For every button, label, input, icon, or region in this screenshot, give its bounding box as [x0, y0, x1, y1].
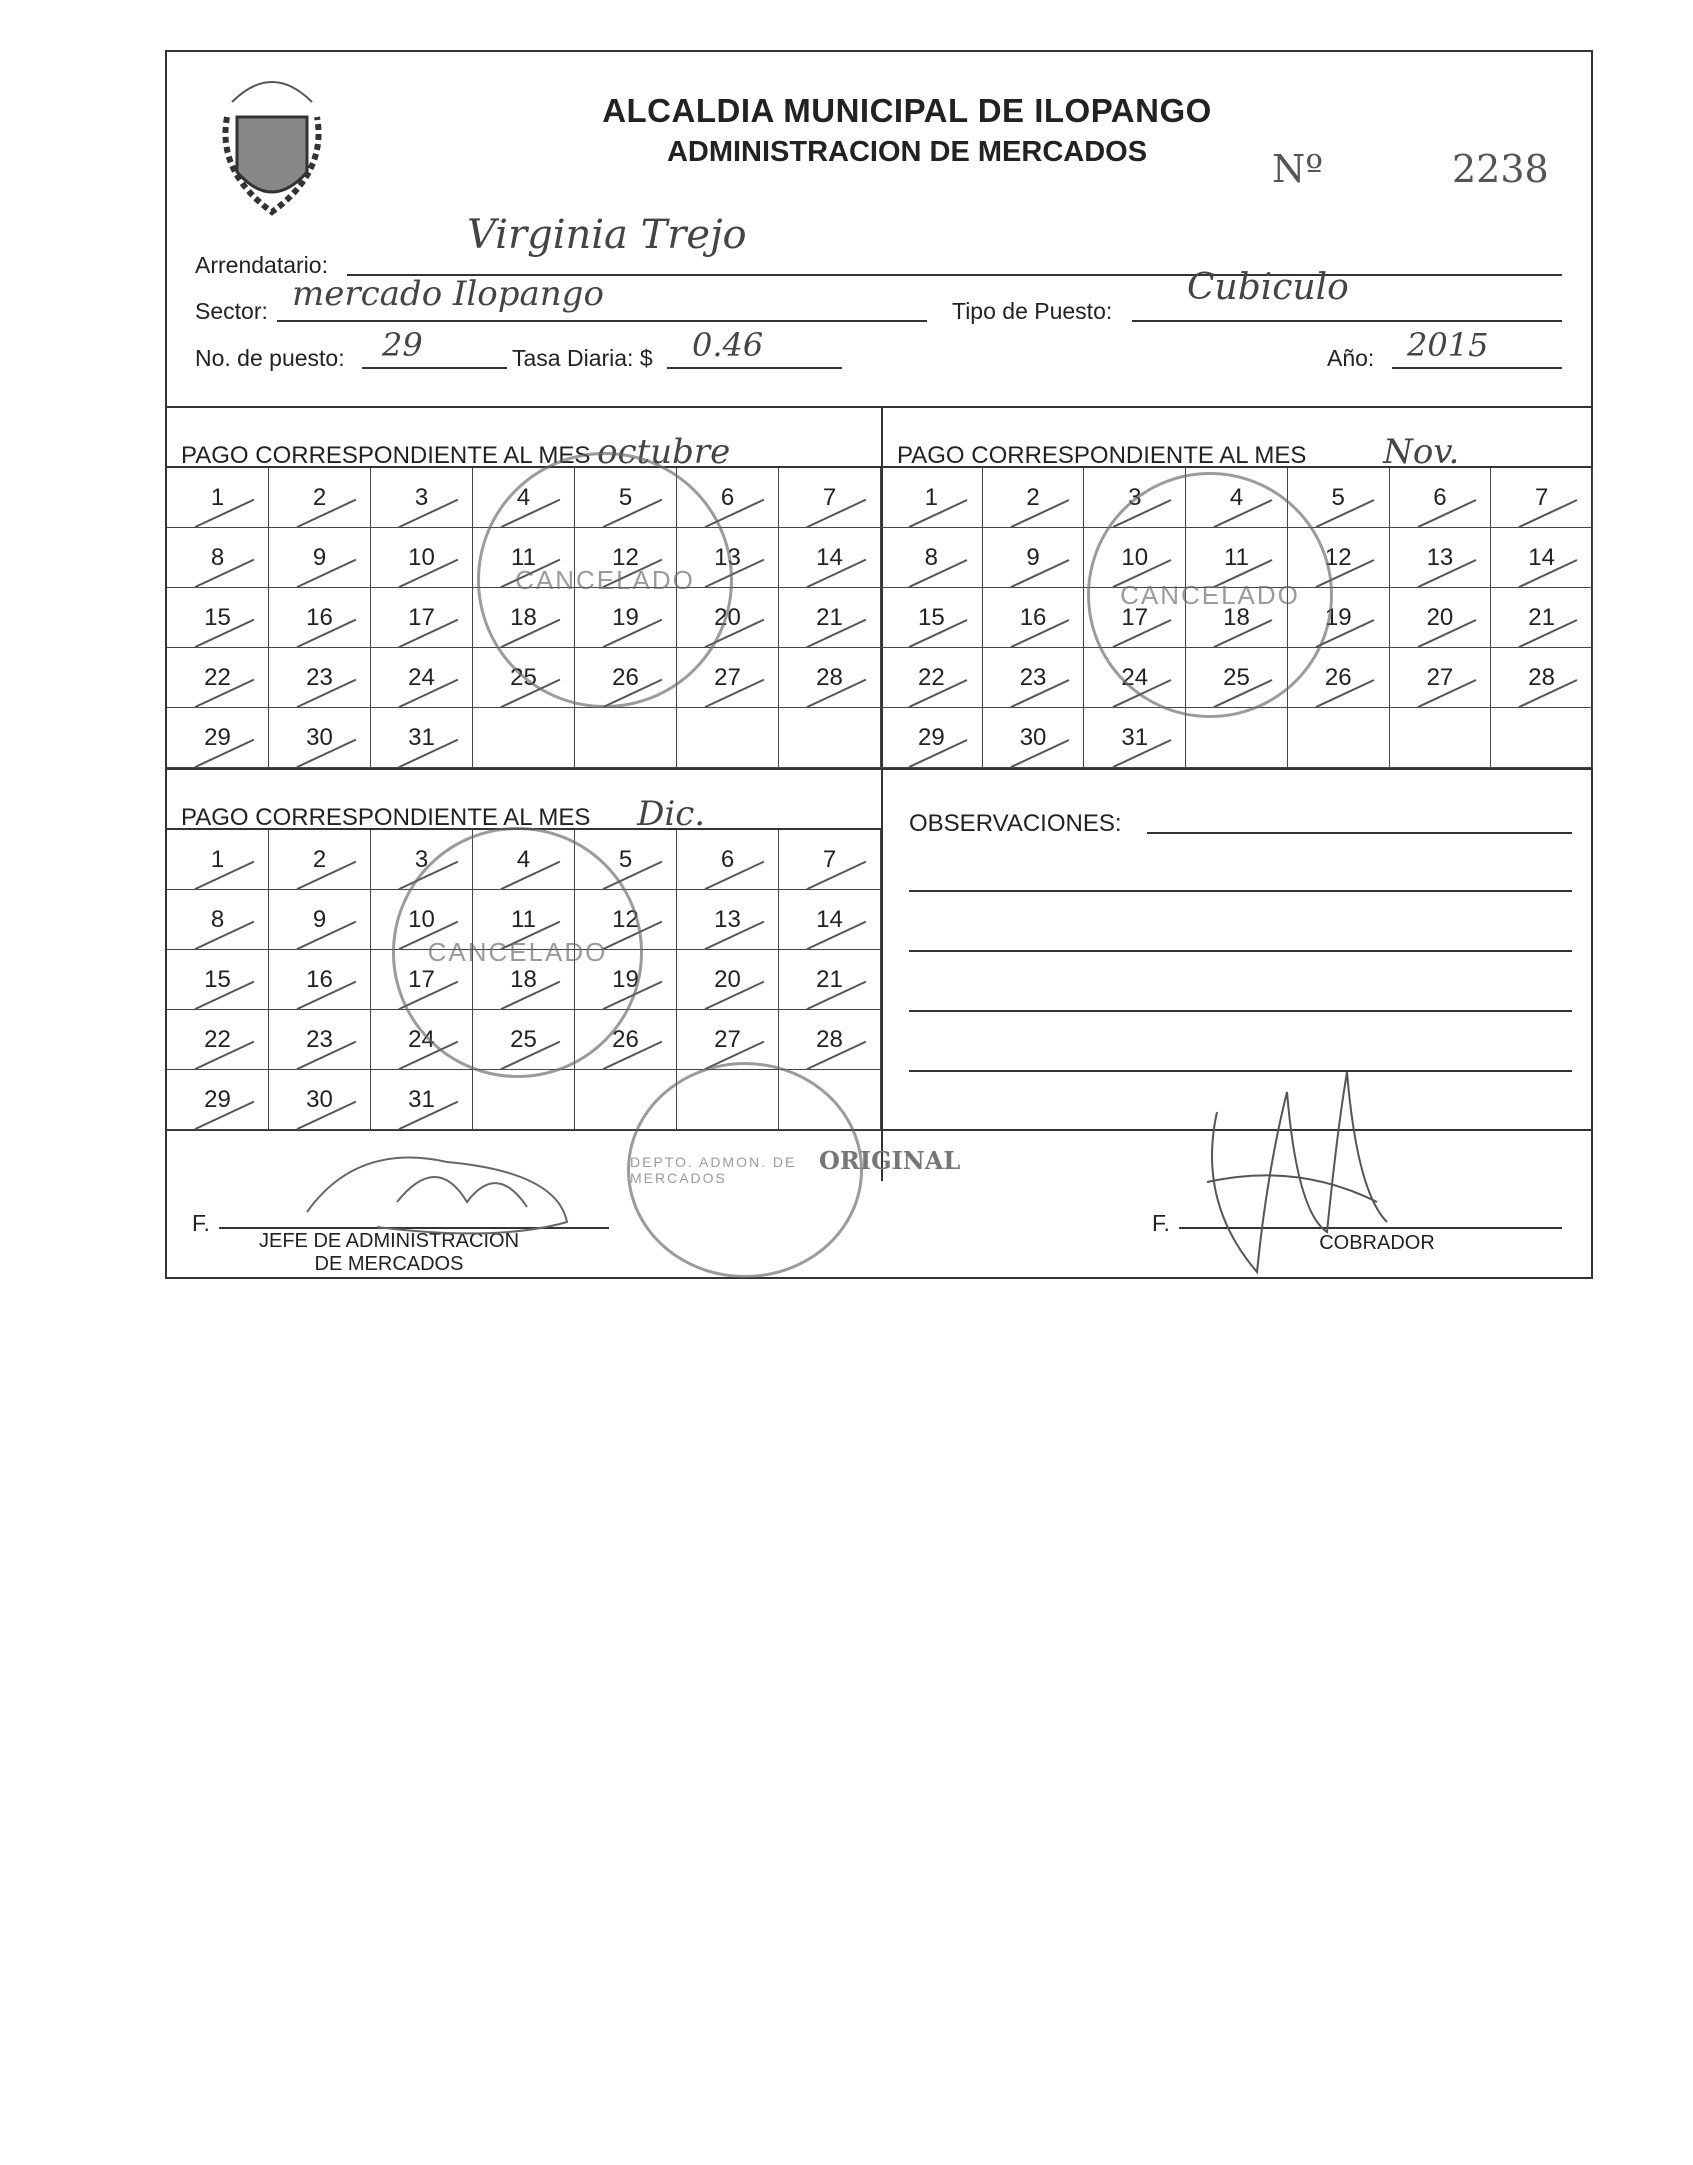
tasa-label: Tasa Diaria: $ [512, 345, 653, 371]
anio-value: 2015 [1407, 326, 1489, 364]
day-cell: 22 [167, 648, 269, 708]
puesto-label: No. de puesto: [195, 345, 345, 371]
day-cell: 16 [982, 588, 1085, 648]
arrendatario-value: Virginia Trejo [467, 212, 747, 258]
tasa-value: 0.46 [692, 326, 764, 364]
empty-cell [677, 708, 779, 768]
tipo-puesto-value: Cubiculo [1187, 267, 1349, 308]
market-payment-form: ALCALDIA MUNICIPAL DE ILOPANGO ADMINISTR… [165, 50, 1593, 1279]
day-cell: 28 [779, 648, 881, 708]
day-cell: 30 [269, 1070, 371, 1130]
day-cell: 27 [677, 1010, 779, 1070]
empty-cell [1287, 708, 1390, 768]
sector-value: mercado Ilopango [292, 274, 604, 314]
f-label-jefe: F. [192, 1210, 210, 1236]
day-cell: 17 [371, 588, 473, 648]
day-cell: 15 [167, 950, 269, 1010]
month-label-2: PAGO CORRESPONDIENTE AL MES Nov. [897, 432, 1460, 472]
day-cell: 30 [269, 708, 371, 768]
day-cell: 9 [269, 890, 371, 950]
day-cell: 23 [269, 1010, 371, 1070]
day-cell: 8 [881, 528, 983, 588]
day-cell: 27 [1389, 648, 1492, 708]
day-cell: 14 [1491, 528, 1593, 588]
empty-cell [575, 708, 677, 768]
observaciones-label: OBSERVACIONES: [909, 810, 1122, 837]
day-cell: 2 [269, 468, 371, 528]
day-cell: 23 [982, 648, 1085, 708]
day-cell: 29 [881, 708, 983, 768]
tipo-puesto-label: Tipo de Puesto: [952, 298, 1113, 324]
header-subtitle: ADMINISTRACION DE MERCADOS [666, 136, 1148, 168]
cancelado-stamp-december: CANCELADO [392, 827, 643, 1078]
day-cell: 15 [881, 588, 983, 648]
day-cell: 9 [269, 528, 371, 588]
cancelado-stamp-october: CANCELADO [477, 452, 733, 708]
cancelado-stamp-november: CANCELADO [1087, 472, 1333, 718]
day-cell: 13 [1389, 528, 1492, 588]
day-cell: 16 [269, 588, 371, 648]
day-cell: 31 [371, 1070, 473, 1130]
day-cell: 3 [371, 468, 473, 528]
day-cell: 2 [982, 468, 1085, 528]
day-cell: 6 [1389, 468, 1492, 528]
day-cell: 14 [779, 890, 881, 950]
cobrador-label: COBRADOR [1319, 1232, 1435, 1254]
day-cell: 20 [677, 950, 779, 1010]
day-cell: 8 [167, 890, 269, 950]
puesto-value: 29 [382, 326, 423, 364]
sector-label: Sector: [195, 298, 268, 324]
header-title: ALCALDIA MUNICIPAL DE ILOPANGO [602, 92, 1212, 129]
day-cell: 22 [167, 1010, 269, 1070]
arrendatario-label: Arrendatario: [195, 252, 328, 278]
day-cell: 28 [779, 1010, 881, 1070]
day-cell: 31 [1084, 708, 1187, 768]
day-cell: 15 [167, 588, 269, 648]
day-cell: 21 [1491, 588, 1593, 648]
empty-cell [473, 708, 575, 768]
day-cell: 7 [1491, 468, 1593, 528]
day-cell: 1 [167, 830, 269, 890]
day-cell: 31 [371, 708, 473, 768]
day-cell: 22 [881, 648, 983, 708]
day-cell: 1 [881, 468, 983, 528]
cobrador-signature [1206, 1071, 1388, 1275]
empty-cell [1491, 708, 1593, 768]
day-cell: 1 [167, 468, 269, 528]
day-cell: 6 [677, 830, 779, 890]
day-cell: 7 [779, 830, 881, 890]
month-label-3: PAGO CORRESPONDIENTE AL MES Dic. [181, 794, 706, 834]
form-number: 2238 [1452, 147, 1549, 191]
municipal-emblem [212, 62, 332, 222]
day-cell: 29 [167, 1070, 269, 1130]
day-cell: 13 [677, 890, 779, 950]
day-cell: 20 [1389, 588, 1492, 648]
f-label-cobrador: F. [1152, 1210, 1170, 1236]
admin-seal: DEPTO. ADMON. DE MERCADOS [627, 1062, 863, 1278]
original-stamp: ORIGINAL [819, 1146, 961, 1175]
day-cell: 10 [371, 528, 473, 588]
empty-cell [473, 1070, 575, 1130]
empty-cell [1186, 708, 1288, 768]
day-cell: 24 [371, 648, 473, 708]
empty-cell [1389, 708, 1492, 768]
jefe-label: JEFE DE ADMINISTRACION DE MERCADOS [258, 1230, 520, 1275]
day-cell: 14 [779, 528, 881, 588]
day-cell: 8 [167, 528, 269, 588]
empty-cell [779, 708, 881, 768]
day-cell: 23 [269, 648, 371, 708]
day-cell: 29 [167, 708, 269, 768]
day-cell: 28 [1491, 648, 1593, 708]
day-cell: 21 [779, 588, 881, 648]
month-label-1: PAGO CORRESPONDIENTE AL MES octubre [181, 432, 731, 472]
day-cell: 21 [779, 950, 881, 1010]
number-label: Nº [1272, 147, 1324, 191]
day-cell: 9 [982, 528, 1085, 588]
day-cell: 30 [982, 708, 1085, 768]
day-cell: 7 [779, 468, 881, 528]
anio-label: Año: [1327, 345, 1375, 371]
day-cell: 2 [269, 830, 371, 890]
day-cell: 16 [269, 950, 371, 1010]
jefe-signature [306, 1156, 569, 1235]
